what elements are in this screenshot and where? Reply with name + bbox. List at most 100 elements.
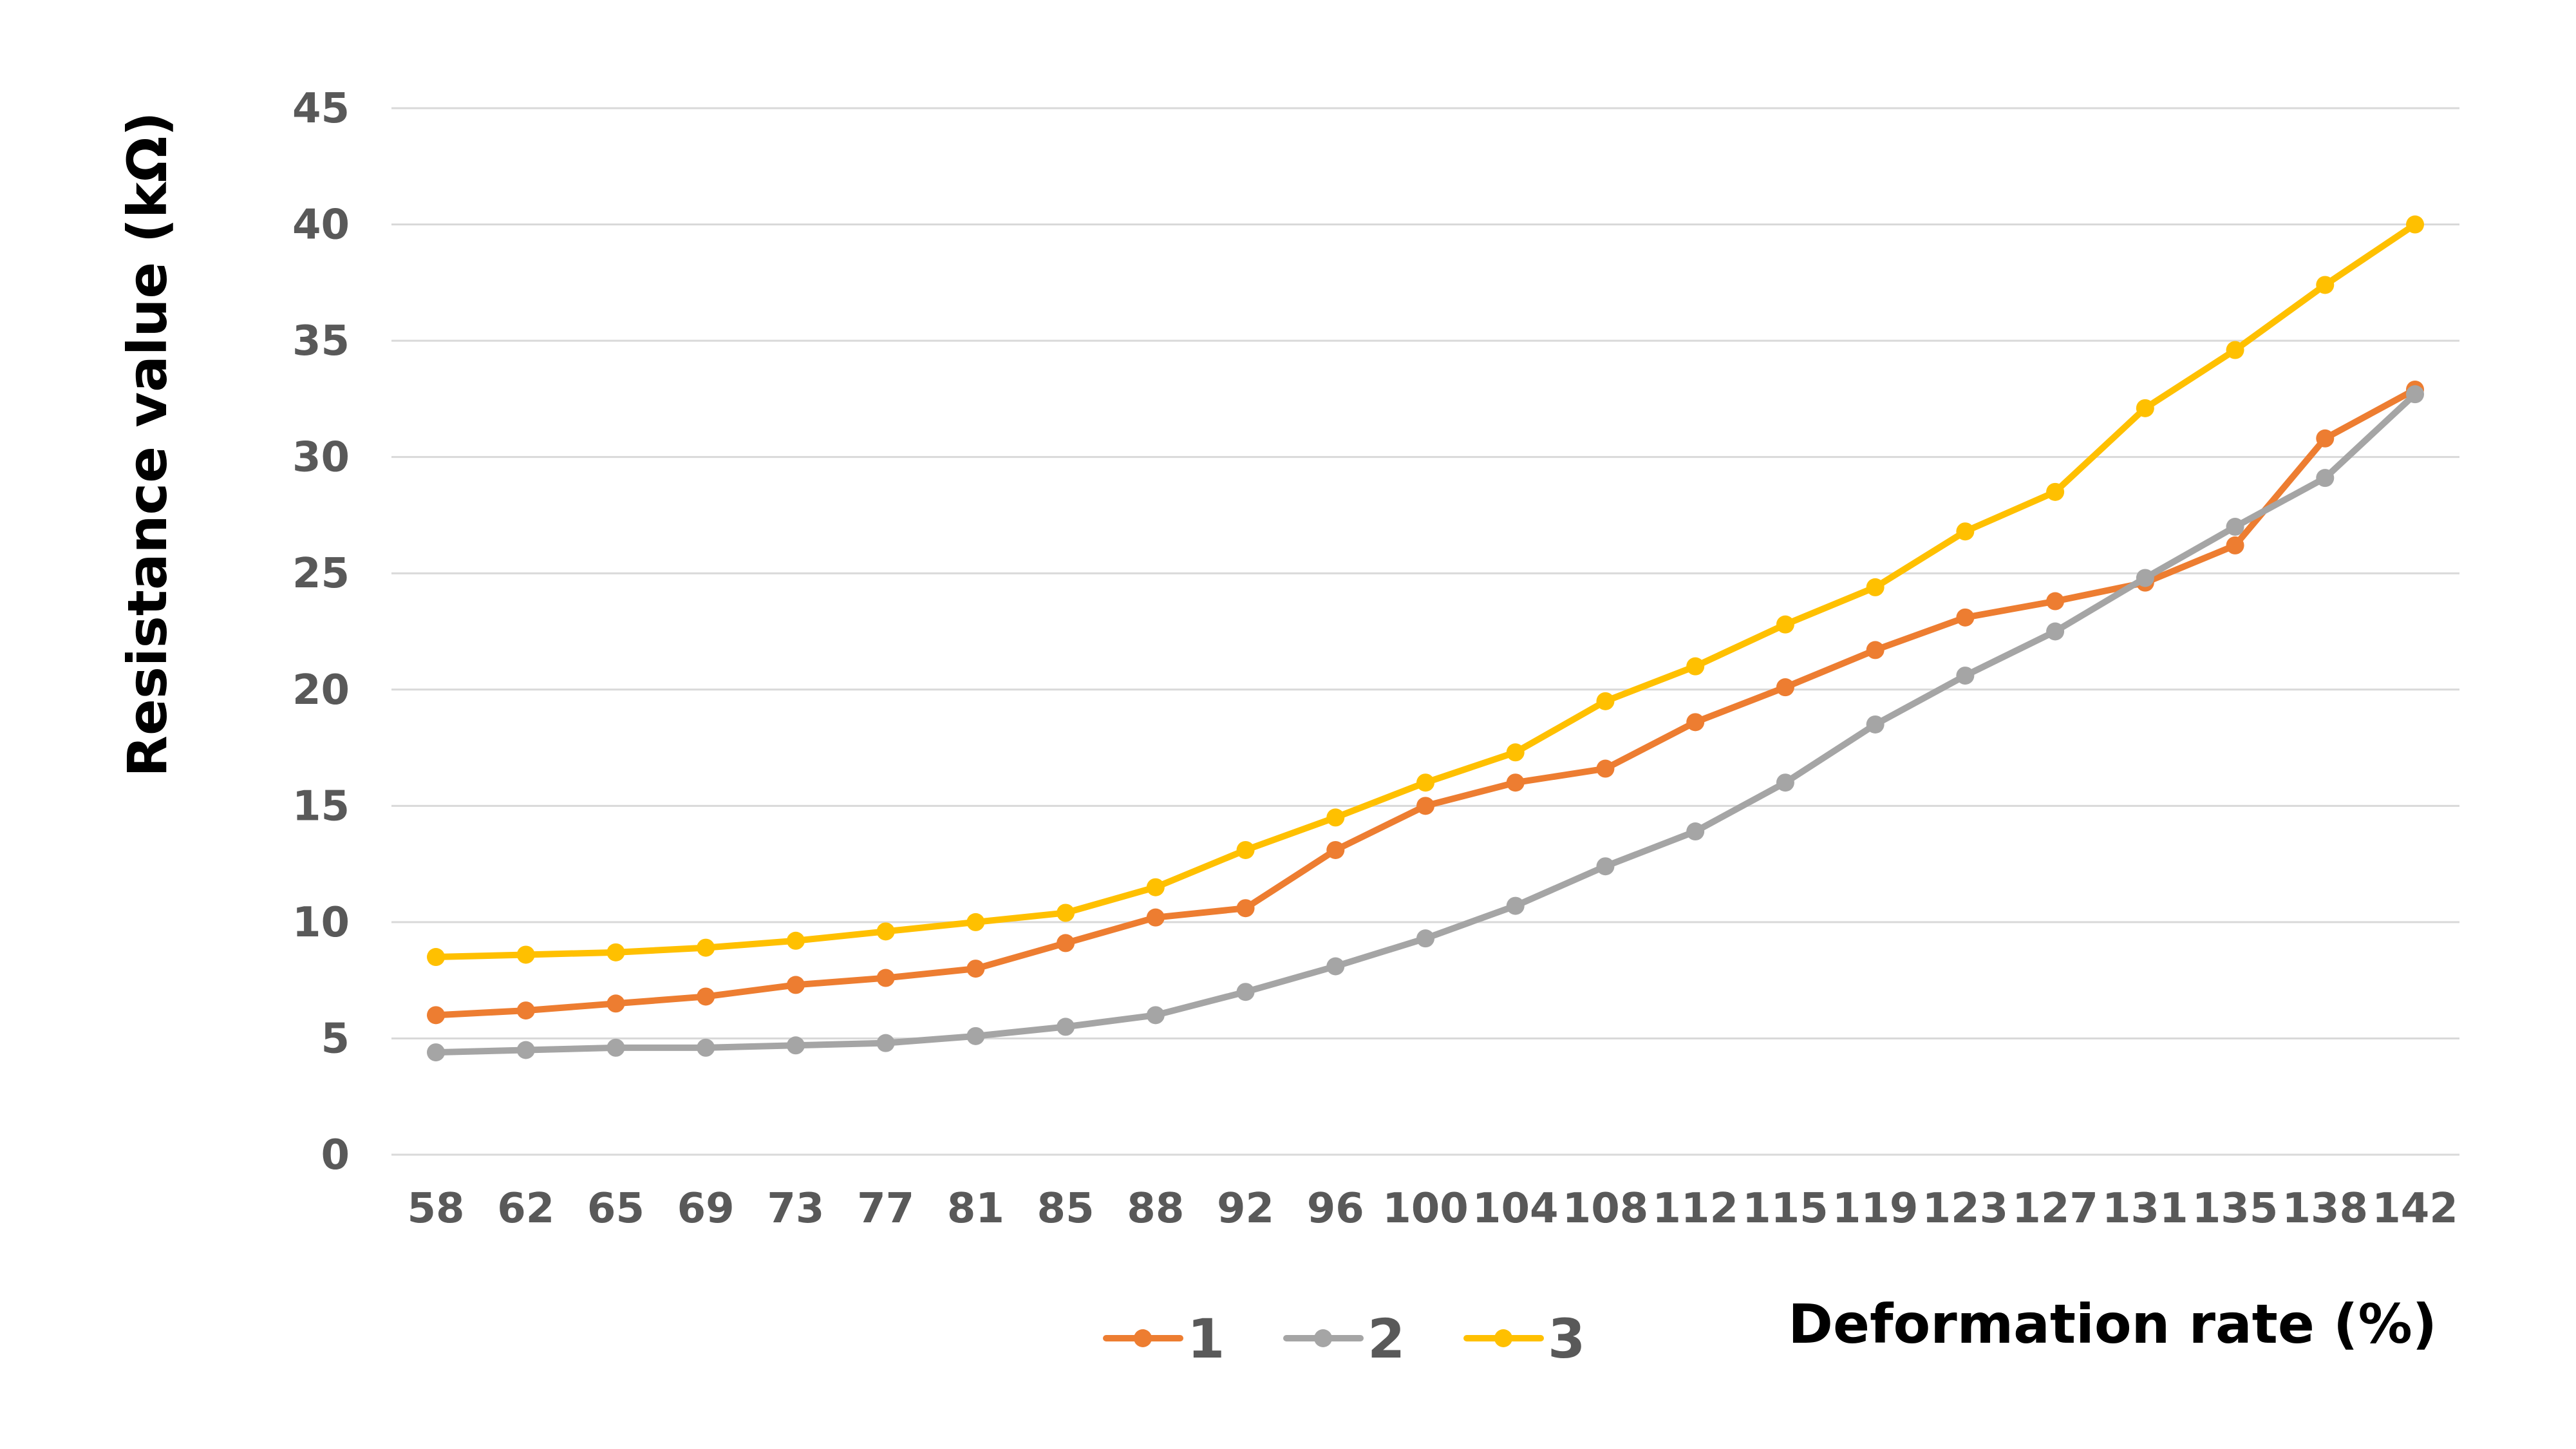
data-point [1146,1006,1165,1025]
data-point [2226,518,2244,536]
x-tick-label: 81 [947,1185,1004,1233]
data-point [1146,878,1165,896]
x-tick-label: 127 [2012,1185,2098,1233]
data-point [786,931,805,950]
x-tick-label: 119 [1832,1185,1919,1233]
data-point [516,945,535,964]
y-tick-label: 40 [292,202,350,249]
data-point [966,960,985,978]
x-tick-label: 115 [1742,1185,1829,1233]
y-tick-label: 45 [292,85,350,133]
y-tick-label: 5 [321,1015,350,1063]
data-point [966,1027,985,1045]
data-point [1776,615,1794,634]
data-point [876,1034,895,1052]
legend-label: 1 [1187,1307,1225,1370]
data-point [1866,715,1885,734]
data-point [1686,657,1705,676]
x-tick-label: 88 [1127,1185,1184,1233]
data-point [2226,536,2244,554]
data-point [1506,896,1525,915]
x-tick-label: 65 [587,1185,644,1233]
data-point [697,987,715,1006]
legend-marker [1314,1329,1332,1347]
data-point [1506,773,1525,792]
data-point [1326,808,1345,827]
data-point [876,969,895,987]
data-point [2046,592,2065,611]
legend-item-3: 3 [1463,1307,1585,1370]
data-point [697,938,715,957]
data-point [1776,773,1794,792]
data-point [1956,522,1975,541]
data-point [2136,569,2154,587]
legend-marker [1494,1329,1512,1347]
data-point [1776,678,1794,697]
series-line-2 [433,391,2418,1056]
y-tick-label: 30 [292,434,350,482]
data-point [1596,759,1615,778]
legend-item-1: 1 [1103,1307,1225,1370]
data-point [1057,934,1075,952]
x-tick-label: 142 [2372,1185,2458,1233]
data-point [2316,276,2335,294]
data-point [1236,840,1255,859]
y-tick-label: 35 [292,317,350,365]
x-axis-title: Deformation rate (%) [1788,1293,2437,1356]
gridlines [391,107,2459,1156]
data-point [1506,743,1525,762]
x-tick-label: 62 [497,1185,554,1233]
x-tick-label: 104 [1472,1185,1559,1233]
data-point [1236,899,1255,918]
series-2 [427,385,2424,1062]
data-point [2316,429,2335,448]
data-point [1686,822,1705,841]
data-point [606,1038,625,1057]
x-axis-ticks: 58 62 65 69 73 77 81 85 88 92 96 100 104 108 112 115 119… [407,1185,2458,1233]
x-tick-label: 58 [407,1185,464,1233]
data-point [1866,578,1885,596]
data-point [697,1038,715,1057]
data-point [2226,341,2244,359]
data-point [1236,983,1255,1001]
data-point [516,1041,535,1059]
y-tick-label: 25 [292,550,350,598]
data-point [606,943,625,961]
y-axis-title: Resistance value (kΩ) [116,111,179,777]
data-point [1956,608,1975,627]
x-tick-label: 92 [1217,1185,1274,1233]
data-point [1866,641,1885,659]
x-tick-label: 85 [1037,1185,1095,1233]
data-point [427,948,445,967]
y-axis-ticks: 0 5 10 15 20 25 30 35 40 45 [292,85,350,1179]
x-tick-label: 69 [677,1185,735,1233]
data-point [1416,929,1434,948]
x-tick-label: 123 [1923,1185,2009,1233]
data-point [1057,1018,1075,1036]
legend-item-2: 2 [1283,1307,1405,1370]
y-tick-label: 15 [292,782,350,830]
data-point [2136,399,2154,417]
data-point [516,1001,535,1020]
x-tick-label: 135 [2192,1185,2279,1233]
x-tick-label: 100 [1382,1185,1469,1233]
data-point [2406,215,2424,234]
data-point [966,913,985,931]
series-1 [427,380,2424,1025]
data-point [1326,840,1345,859]
legend-label: 3 [1548,1307,1585,1370]
x-tick-label: 77 [857,1185,914,1233]
x-tick-label: 108 [1563,1185,1649,1233]
data-point [2316,469,2335,488]
data-point [1146,908,1165,927]
data-point [2046,482,2065,501]
data-point [2406,385,2424,404]
x-tick-label: 96 [1307,1185,1364,1233]
data-point [427,1006,445,1025]
data-point [1596,857,1615,876]
y-tick-label: 20 [292,667,350,714]
series-3 [427,215,2424,967]
data-point [1686,713,1705,732]
series-group [427,215,2424,1062]
x-tick-label: 138 [2282,1185,2368,1233]
